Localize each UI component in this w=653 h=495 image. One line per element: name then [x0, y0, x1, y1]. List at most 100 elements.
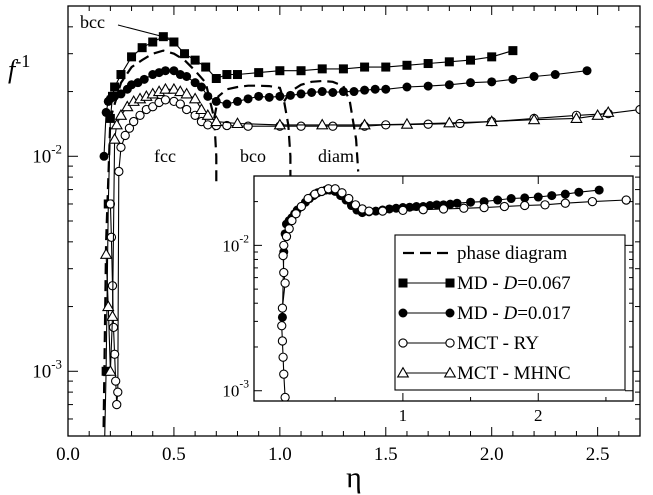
inset-series-0-point	[533, 192, 543, 202]
x-tick-label: 1.0	[268, 444, 292, 465]
legend-label: phase diagram	[457, 243, 567, 264]
legend-item: phase diagram	[403, 243, 567, 264]
inset-series-1-point	[377, 206, 388, 216]
main-series-2-point	[508, 74, 518, 84]
main-series-2-point	[296, 89, 306, 99]
main-series-4-point	[485, 115, 498, 127]
y-tick-label: 10-3	[32, 356, 62, 382]
legend-label-part: D	[502, 273, 517, 294]
main-series-1-point	[402, 60, 412, 70]
main-series-0	[102, 49, 360, 428]
main-series-3-point	[111, 376, 121, 386]
main-series-0-segment	[102, 49, 218, 428]
main-series-2-point	[101, 107, 111, 117]
inset-series-1-point	[279, 369, 289, 379]
main-series-3-point	[120, 130, 130, 141]
main-series-1-point	[444, 57, 454, 67]
main-series-1-point	[211, 74, 221, 84]
legend-label: MD - D=0.067	[457, 273, 571, 294]
main-series-2-point	[139, 74, 149, 84]
legend-item: MD - D=0.017	[398, 303, 571, 324]
legend-label-part: MD -	[457, 273, 503, 294]
main-series-1-point	[296, 66, 306, 76]
inset-y-tick-label: 10-2	[222, 232, 249, 255]
main-series-2-point	[99, 151, 109, 161]
y-tick-label-exp: -2	[51, 141, 62, 156]
main-series-1-point	[105, 113, 115, 123]
main-series-4-point	[273, 118, 287, 130]
main-series-4-point	[104, 364, 117, 376]
inset-series-1-point	[560, 198, 570, 208]
annotation-diam: diam	[318, 146, 354, 166]
main-series-2-point	[190, 78, 200, 88]
main-series-3-point	[181, 104, 192, 115]
x-tick-label: 0.0	[56, 444, 80, 465]
inset-series-1-point	[520, 200, 530, 211]
main-series-1-point	[275, 66, 285, 76]
main-series-4-point	[400, 117, 414, 129]
main-series-3-point	[635, 104, 640, 115]
main-series-4-point	[121, 100, 134, 112]
inset-series-1-point	[438, 204, 449, 214]
main-series-4-point	[99, 247, 113, 259]
inset-series-1-point	[418, 205, 428, 215]
main-series-2-point	[402, 82, 412, 92]
main-series-1-point	[201, 62, 211, 72]
inset-series-1-point	[287, 215, 297, 226]
inset-series-1-point	[587, 196, 598, 207]
inset-series-1-point	[296, 201, 307, 212]
main-series-2-line	[103, 70, 588, 157]
y-tick-label: 10-2	[32, 141, 62, 167]
legend-item: MD - D=0.067	[398, 273, 571, 294]
main-series-4-point	[201, 108, 215, 120]
main-series-2-point	[487, 77, 497, 87]
main-series-1-point	[110, 82, 120, 92]
inset-series-0-point	[506, 194, 516, 204]
inset-series-1-point	[277, 336, 288, 346]
x-tick-label: 2.5	[586, 444, 610, 465]
main-series-0-segment	[213, 84, 292, 185]
legend-label-part: =0.017	[517, 303, 570, 324]
legend-swatch-marker	[396, 366, 410, 378]
inset-series-0-point	[560, 189, 570, 199]
main-series-2-point	[317, 87, 327, 97]
inset-y-tick-label-base: 10	[222, 236, 239, 255]
main-series-3-point	[160, 95, 171, 105]
inset-series-1-point	[499, 201, 510, 212]
inset-y-tick-label: 10-3	[222, 378, 249, 401]
main-series-3-point	[148, 102, 158, 112]
main-series-1-point	[466, 55, 476, 65]
main-series-2-point	[285, 90, 295, 100]
annotation-fcc: fcc	[154, 146, 176, 166]
inset-series-1-point	[278, 250, 288, 261]
main-series-4-point	[210, 115, 223, 127]
main-series-2-point	[254, 91, 264, 101]
y-axis-label-base: f	[8, 55, 19, 84]
main-series-0-segment	[283, 79, 360, 172]
inset-series-0-point	[432, 200, 442, 210]
legend-label-part: MD -	[457, 303, 503, 324]
main-series-1-point	[423, 59, 433, 69]
main-series-2-point	[222, 99, 232, 109]
main-series-3-point	[129, 116, 139, 127]
legend-swatch-marker	[445, 278, 455, 288]
main-series-4-point	[106, 309, 119, 321]
inset-series-1-point	[337, 188, 347, 198]
inset-series-1-point	[344, 193, 354, 204]
inset-series-1-point	[279, 267, 289, 278]
main-series-2-point	[211, 96, 221, 106]
main-series-4-point	[231, 117, 244, 129]
inset-series-1-point	[279, 240, 289, 251]
main-series-1-point	[232, 70, 242, 80]
main-series-4-point	[114, 108, 128, 120]
main-series-4-point	[102, 300, 115, 312]
legend-swatch-marker	[445, 308, 455, 318]
inset-y-tick-label-exp: -2	[239, 232, 249, 245]
main-series-3-point	[175, 99, 185, 109]
main-series-1-point	[360, 62, 370, 72]
main-series-1-point	[487, 52, 497, 62]
main-series-3-point	[112, 399, 122, 410]
main-series-2-point	[182, 71, 192, 81]
main-series-4-point	[110, 118, 123, 130]
main-series-3-point	[113, 387, 123, 397]
